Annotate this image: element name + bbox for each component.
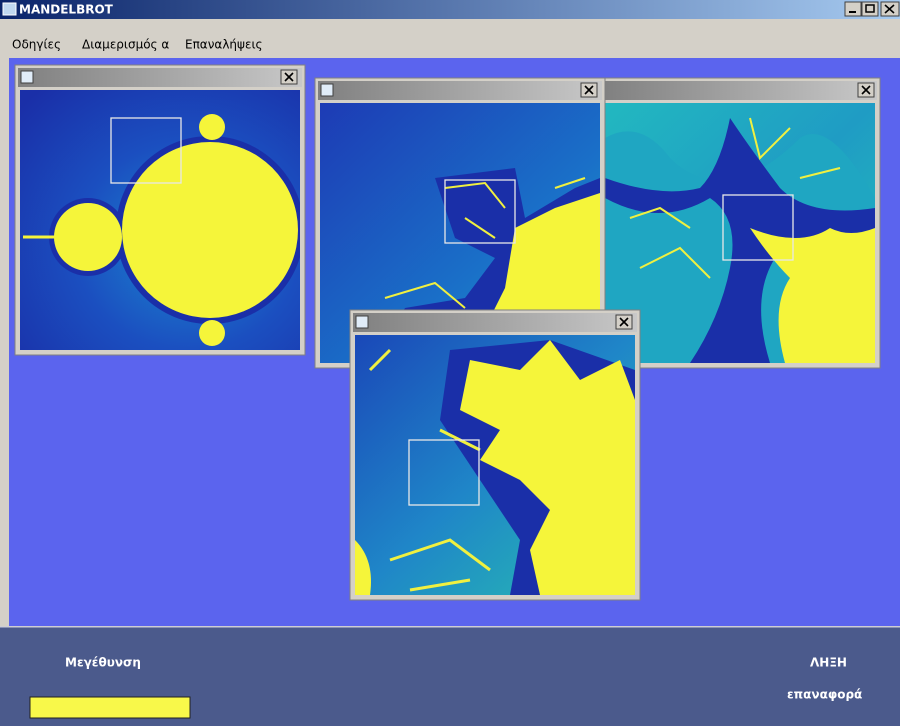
maximize-glyph [865, 4, 875, 13]
window-controls [844, 1, 900, 17]
menu-item[interactable]: Επαναλήψεις [185, 38, 263, 52]
close-glyph [619, 317, 629, 327]
close-glyph [861, 85, 871, 95]
fractal-image [605, 103, 875, 363]
fractal-image [20, 90, 300, 350]
window-title-bar [353, 313, 637, 332]
window-title-bar [318, 81, 602, 100]
window-icon [355, 315, 369, 329]
zoom-label: Μεγέθυνση [65, 656, 141, 670]
close-glyph [584, 85, 594, 95]
zoom-indicator [29, 696, 191, 719]
menu-item[interactable]: Διαμερισμός α [82, 38, 169, 52]
fractal-window [599, 77, 881, 369]
close-glyph [284, 72, 294, 82]
maximize-button[interactable] [861, 1, 879, 17]
fractal-window [349, 309, 641, 601]
window-title: MANDELBROT [19, 3, 114, 17]
title-bar [0, 0, 900, 19]
close-glyph [884, 4, 895, 14]
menu-bar [0, 19, 900, 57]
minimize-button[interactable] [844, 1, 862, 17]
window-icon [320, 83, 334, 97]
window-icon [20, 70, 34, 84]
menu-item[interactable]: Οδηγίες [12, 38, 61, 52]
reset-button[interactable]: επαναφορά [787, 688, 862, 702]
fractal-image [355, 335, 635, 595]
window-title-bar [18, 68, 302, 87]
app-icon [2, 2, 17, 16]
window-title-bar [603, 81, 877, 100]
fractal-window [14, 64, 306, 356]
exit-button[interactable]: ΛΗΞΗ [810, 656, 847, 670]
